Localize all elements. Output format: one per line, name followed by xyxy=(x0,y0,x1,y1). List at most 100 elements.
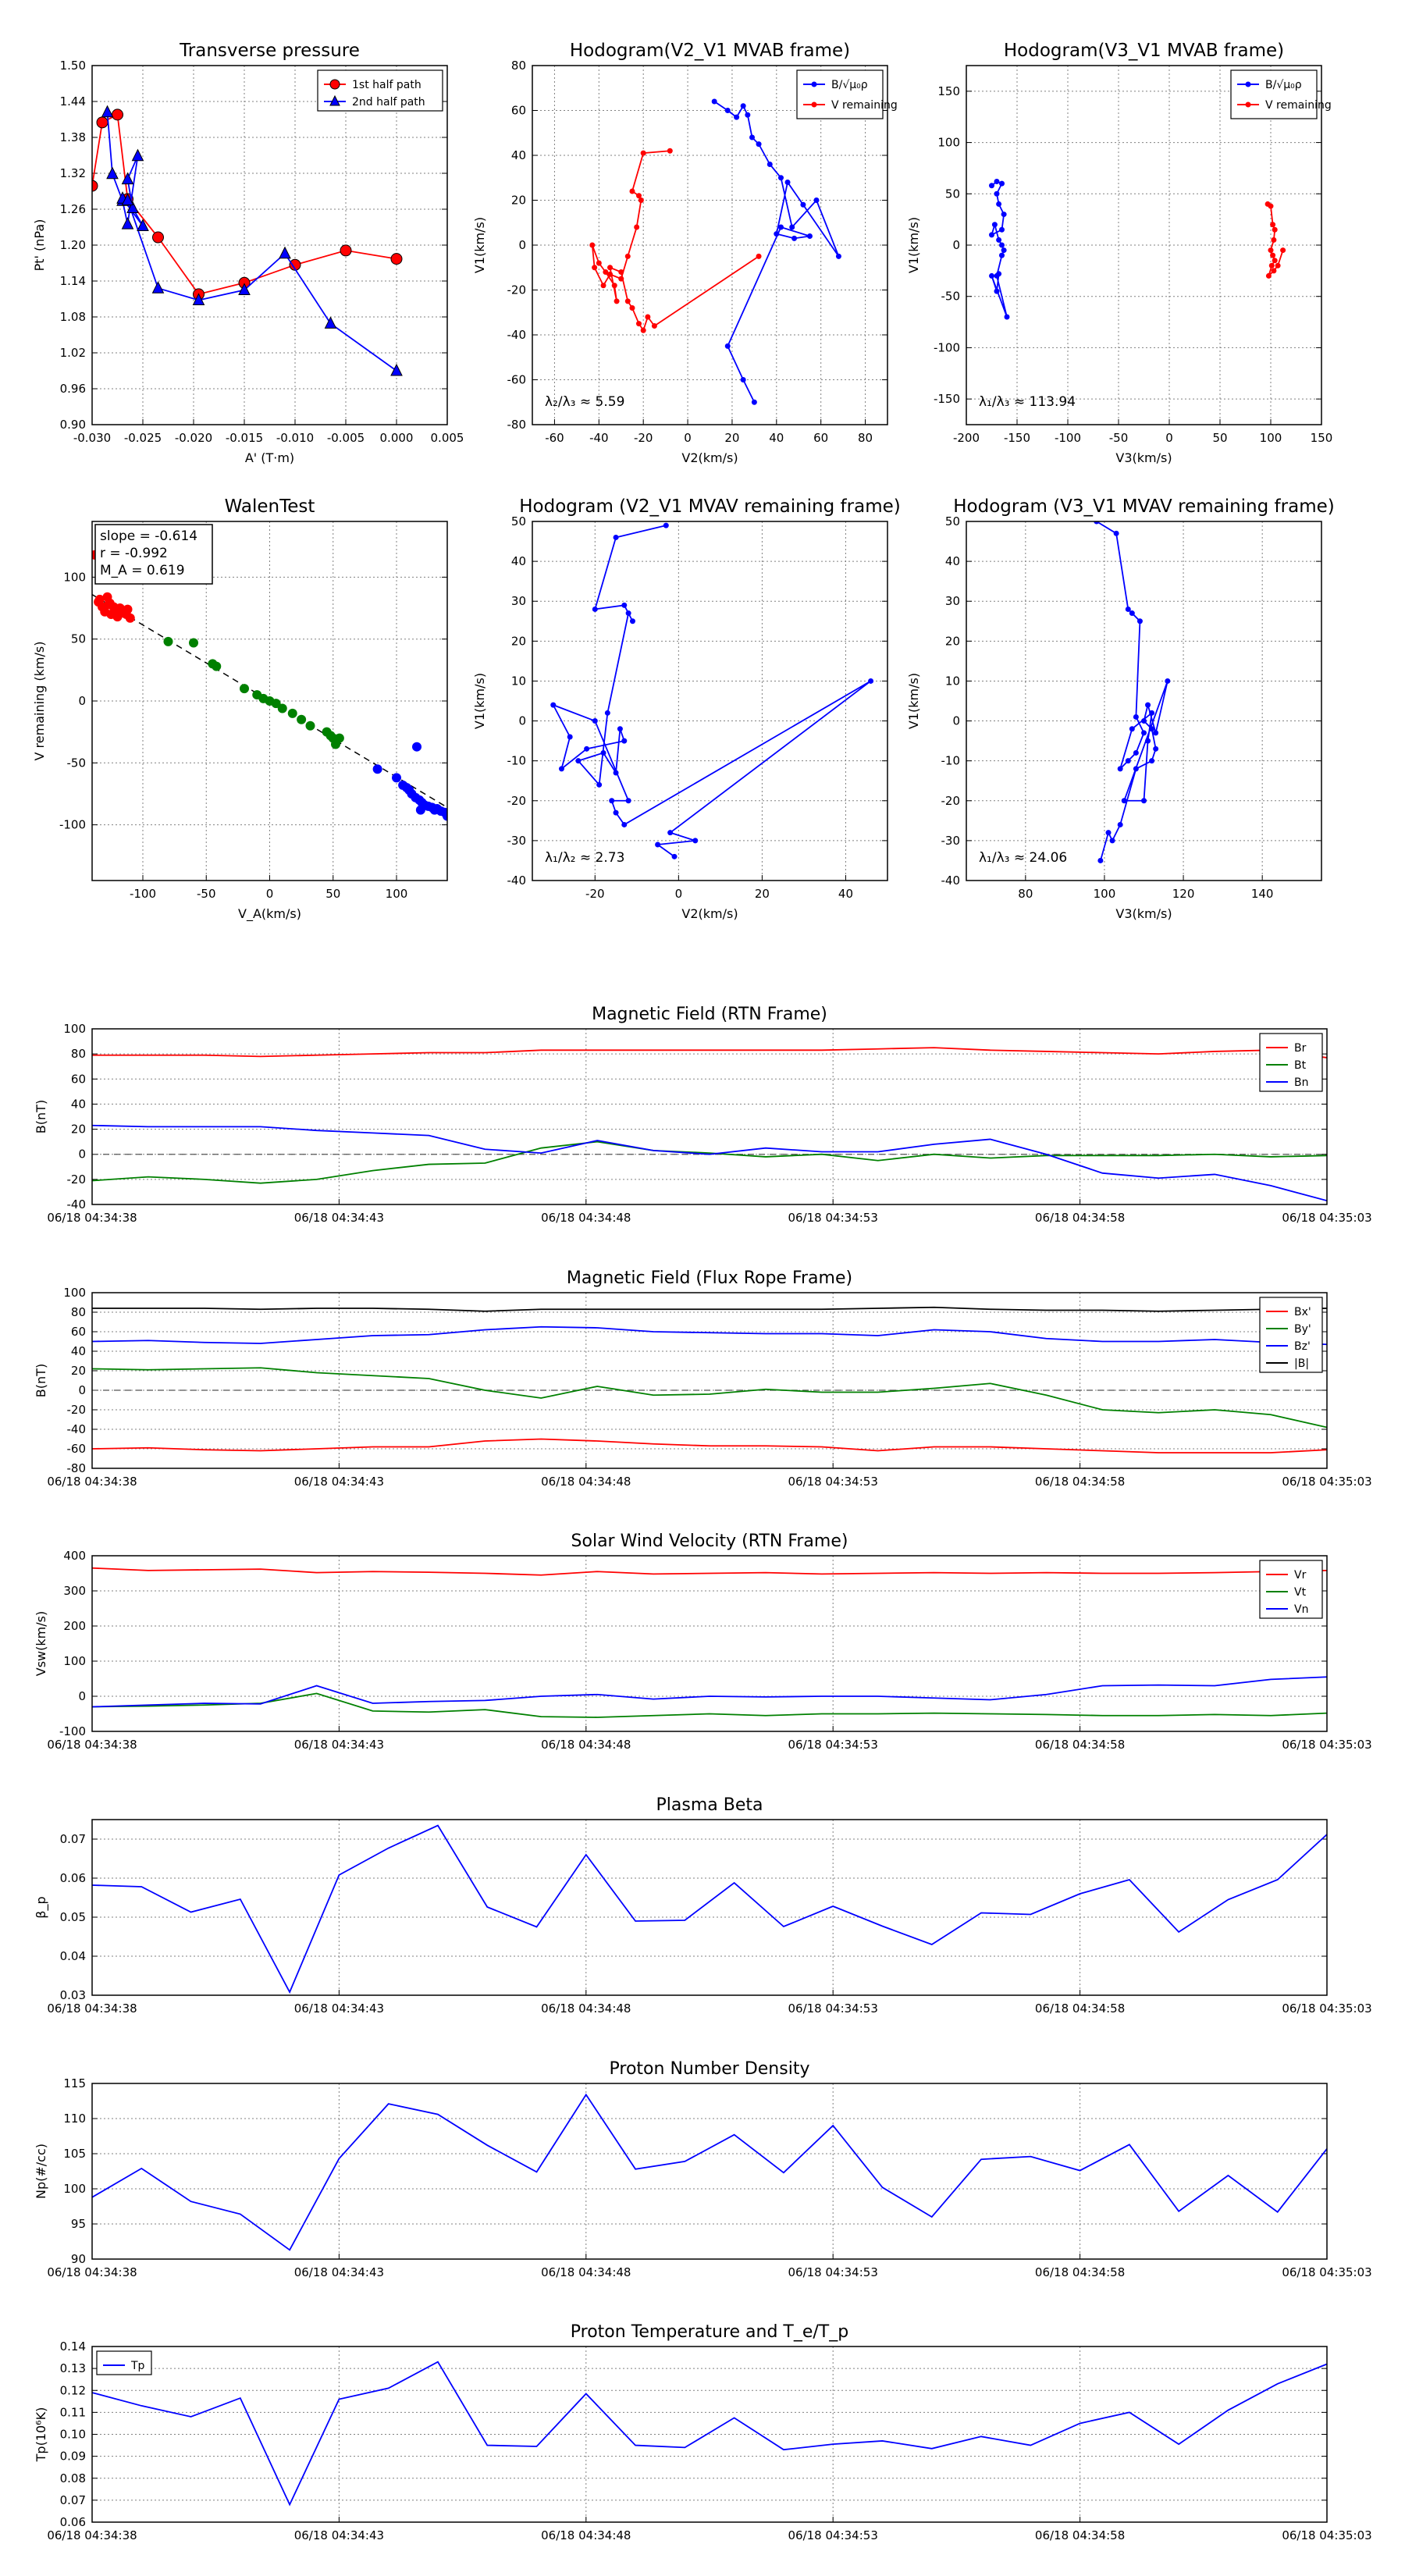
y-tick-label: 20 xyxy=(71,1364,86,1378)
point-V xyxy=(756,253,762,259)
x-tick-label: 06/18 04:34:38 xyxy=(47,2265,137,2279)
y-tick-label: -20 xyxy=(507,794,527,808)
y-axis-label: Np(#/cc) xyxy=(34,2144,48,2199)
point-B xyxy=(991,222,998,228)
point-V xyxy=(636,321,642,327)
point-B xyxy=(1125,606,1131,612)
point-B xyxy=(1117,766,1123,772)
point-B xyxy=(989,232,994,238)
legend-label: Vr xyxy=(1294,1569,1307,1582)
chart-tp: 0.06 0.07 0.08 0.09 0.10 0.11 0.12 0.13 0.14 06/1… xyxy=(34,2322,1372,2542)
y-tick-label: 1.44 xyxy=(60,94,86,109)
point-B xyxy=(1125,758,1131,764)
data-layer xyxy=(92,1047,1327,1202)
point-B xyxy=(745,112,751,118)
y-axis-label: B(nT) xyxy=(34,1364,48,1397)
point-B xyxy=(751,399,757,405)
point-V xyxy=(638,197,644,203)
y-axis-label: V1(km/s) xyxy=(472,217,487,273)
point-B xyxy=(621,602,628,608)
data-layer xyxy=(92,1824,1327,1994)
point-2nd half path xyxy=(390,363,403,376)
legend-label: Tp xyxy=(130,2360,145,2372)
x-tick-label: 50 xyxy=(325,887,340,901)
stats-line: M_A = 0.619 xyxy=(100,563,185,578)
y-axis-label: V1(km/s) xyxy=(906,217,921,273)
point-B xyxy=(625,610,631,617)
stats-line: r = -0.992 xyxy=(100,546,168,561)
y-tick-label: 60 xyxy=(71,1325,86,1339)
point-B xyxy=(613,809,619,816)
point-B xyxy=(767,162,773,167)
series-line-B xyxy=(551,525,872,858)
chart-title: Plasma Beta xyxy=(656,1795,763,1815)
x-tick-label: 06/18 04:34:58 xyxy=(1035,2528,1125,2542)
point-B xyxy=(663,522,669,528)
plot-frame xyxy=(966,521,1322,881)
x-tick-label: 100 xyxy=(386,887,408,901)
point-B xyxy=(724,343,731,349)
x-tick-label: 06/18 04:34:38 xyxy=(47,1211,137,1225)
point-V xyxy=(629,188,635,194)
plot-frame xyxy=(91,521,448,881)
plot-frame xyxy=(91,2346,1328,2523)
legend-marker xyxy=(811,81,817,87)
point-green xyxy=(305,720,315,731)
y-tick-label: 1.50 xyxy=(60,59,86,73)
x-tick-label: 80 xyxy=(1018,887,1033,901)
legend-label: B/√μ₀ρ xyxy=(831,79,868,91)
point-B xyxy=(999,242,1005,248)
stats-box xyxy=(94,524,213,585)
point-B xyxy=(1141,718,1147,724)
point-B xyxy=(994,190,1000,197)
point-2nd half path xyxy=(121,217,134,229)
y-tick-label: 95 xyxy=(71,2217,86,2231)
point-B xyxy=(789,224,795,230)
x-tick-label: -40 xyxy=(589,431,609,445)
series-line-Vt xyxy=(92,1692,1327,1718)
x-tick-label: -0.005 xyxy=(327,431,365,445)
chart-title: Solar Wind Velocity (RTN Frame) xyxy=(571,1532,848,1551)
legend-label: Br xyxy=(1294,1042,1307,1055)
point-B xyxy=(596,781,603,788)
point-V xyxy=(614,298,620,304)
point-B xyxy=(558,766,564,772)
chart-title: WalenTest xyxy=(225,496,315,517)
chart-hodo3: -40 -30 -20 -10 0 10 20 30 40 50 -20 0 20 40 Hodogram … xyxy=(472,496,901,921)
y-tick-label: 40 xyxy=(511,148,526,162)
point-blue xyxy=(412,742,422,752)
point-B xyxy=(740,377,746,382)
legend-label: Bz' xyxy=(1294,1340,1311,1353)
x-tick-label: -200 xyxy=(953,431,980,445)
y-tick-label: -60 xyxy=(67,1442,87,1456)
point-B xyxy=(592,718,598,724)
point-B xyxy=(1141,798,1147,804)
point-V xyxy=(618,269,624,275)
y-axis-label: Tp(10⁶K) xyxy=(34,2407,48,2463)
y-tick-label: -40 xyxy=(941,873,961,888)
point-V xyxy=(1272,226,1278,233)
y-tick-label: 0.10 xyxy=(60,2428,86,2442)
series-line-1st half path xyxy=(92,113,397,295)
y-tick-label: -30 xyxy=(507,834,527,848)
point-B xyxy=(592,606,598,612)
point-V xyxy=(618,276,624,282)
y-tick-label: 0.04 xyxy=(60,1949,86,1963)
point-B xyxy=(740,103,746,109)
x-tick-label: 20 xyxy=(755,887,770,901)
series-line-B xyxy=(1096,521,1168,861)
x-tick-label: 100 xyxy=(1094,887,1116,901)
x-tick-label: 0 xyxy=(675,887,683,901)
point-B xyxy=(999,226,1005,233)
point-B xyxy=(613,534,619,540)
point-B xyxy=(1145,738,1151,744)
point-B xyxy=(1149,758,1155,764)
x-tick-label: 06/18 04:34:43 xyxy=(294,2001,384,2016)
y-tick-label: 80 xyxy=(71,1305,86,1319)
y-tick-label: 0.90 xyxy=(60,418,86,432)
plot-frame xyxy=(532,521,888,881)
series-line-Bx' xyxy=(92,1438,1327,1453)
y-tick-label: 60 xyxy=(71,1072,86,1086)
data-layer xyxy=(92,2361,1327,2507)
point-V xyxy=(645,314,651,320)
